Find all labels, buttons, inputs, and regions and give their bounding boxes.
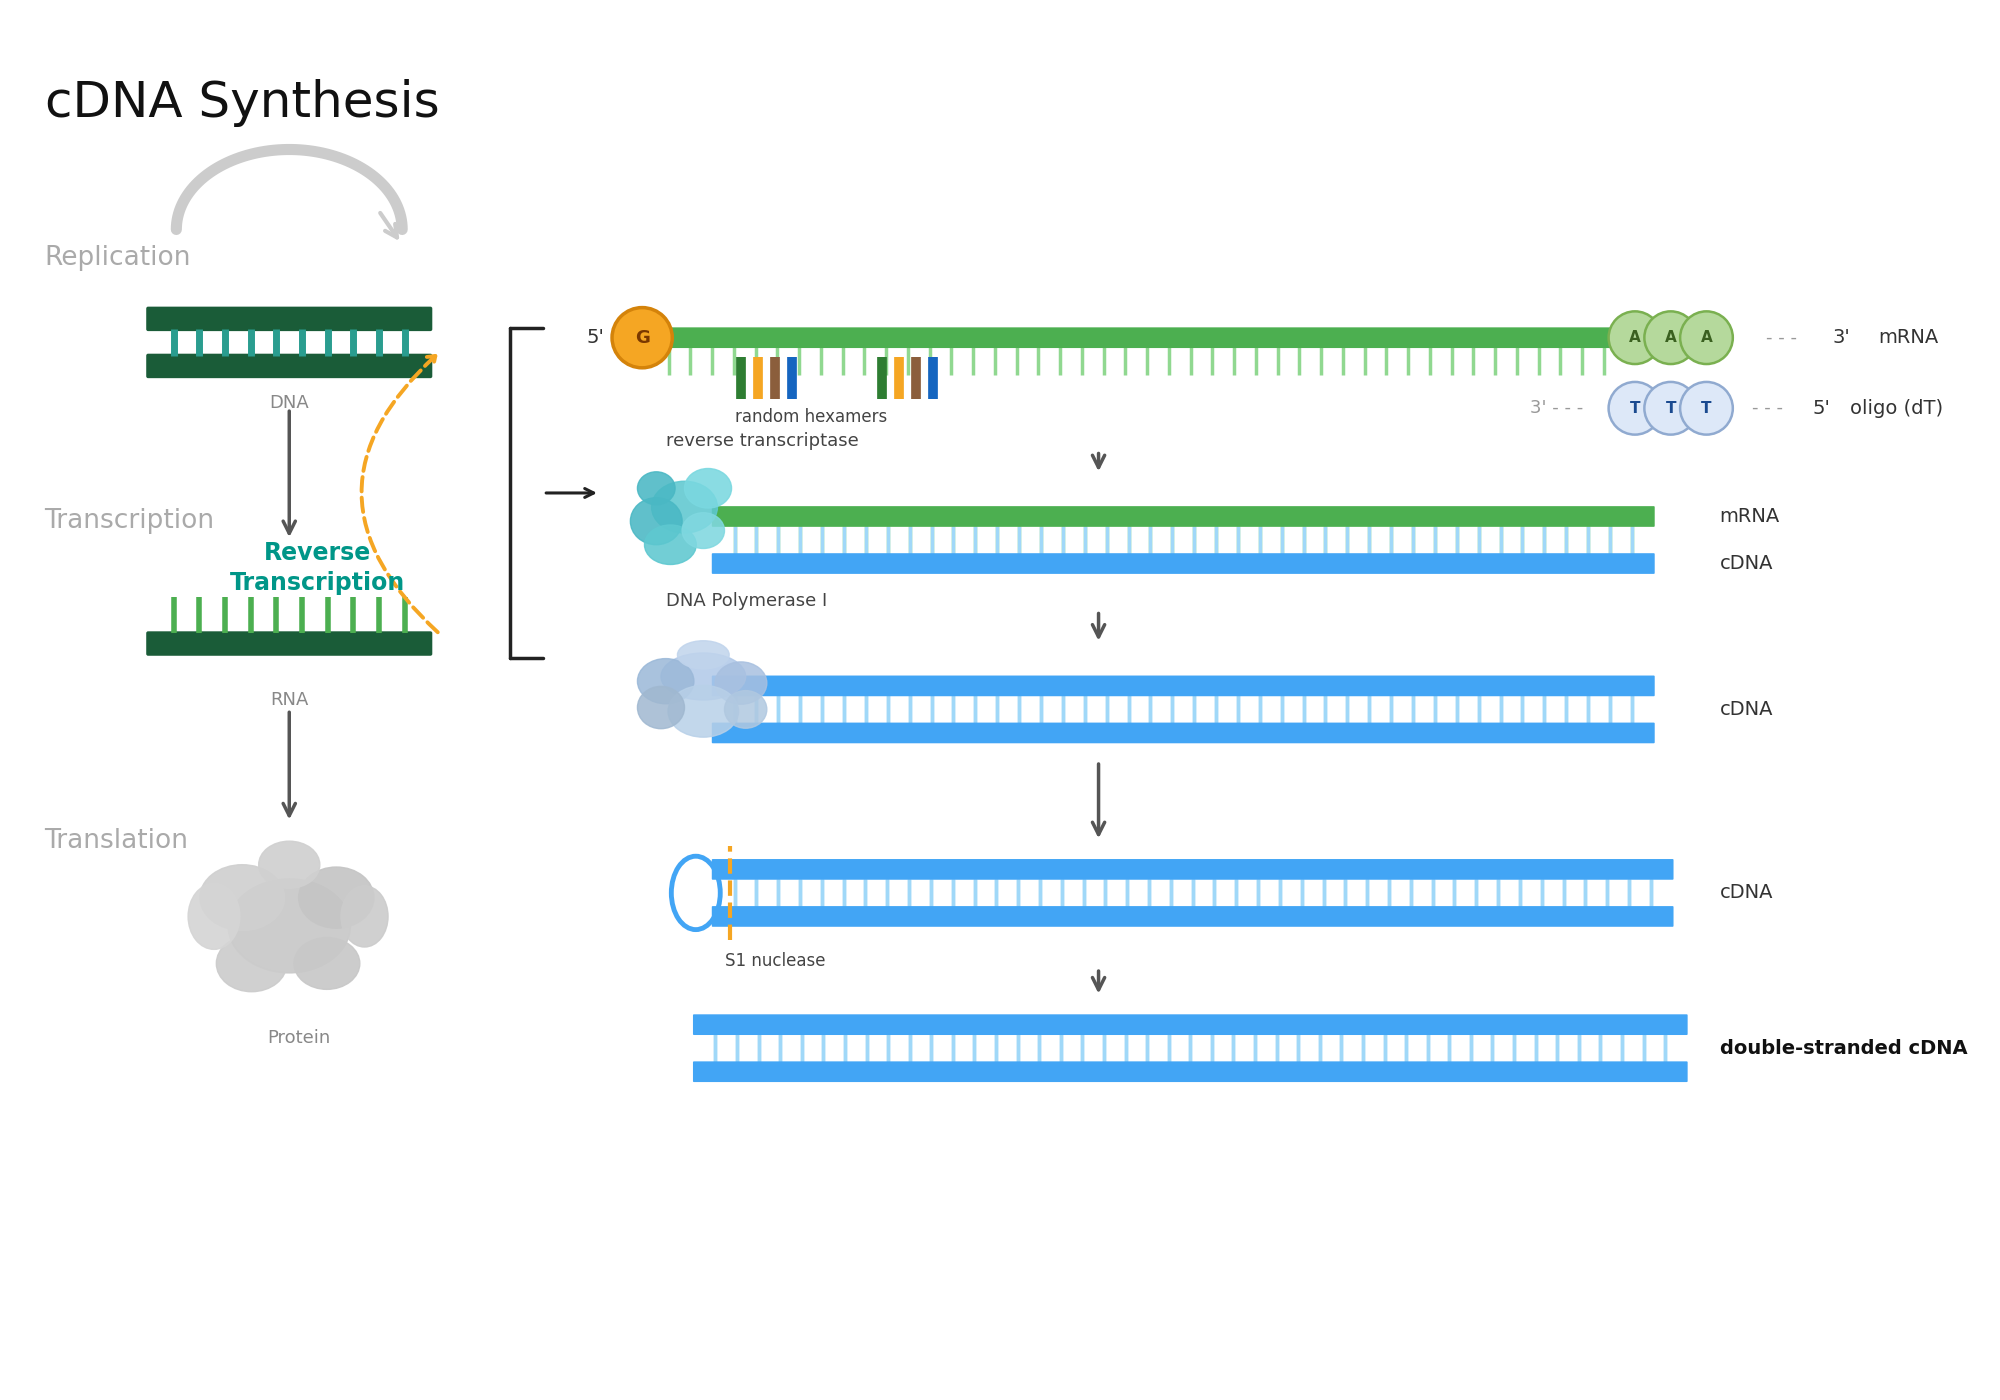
- FancyBboxPatch shape: [692, 1015, 1688, 1035]
- FancyBboxPatch shape: [146, 631, 432, 655]
- Circle shape: [1644, 382, 1698, 434]
- FancyBboxPatch shape: [712, 553, 1654, 574]
- Ellipse shape: [644, 525, 696, 564]
- Ellipse shape: [660, 652, 746, 700]
- Ellipse shape: [638, 658, 694, 704]
- Text: T: T: [1702, 400, 1712, 416]
- Circle shape: [1608, 382, 1662, 434]
- Text: reverse transcriptase: reverse transcriptase: [666, 433, 858, 451]
- Ellipse shape: [188, 883, 240, 949]
- Ellipse shape: [294, 938, 360, 990]
- Text: double-stranded cDNA: double-stranded cDNA: [1720, 1039, 1968, 1057]
- Ellipse shape: [716, 662, 766, 704]
- Text: cDNA: cDNA: [1720, 554, 1774, 573]
- FancyBboxPatch shape: [692, 1061, 1688, 1082]
- Ellipse shape: [678, 641, 730, 669]
- Text: A: A: [1630, 330, 1640, 346]
- Text: 5': 5': [586, 328, 604, 347]
- FancyBboxPatch shape: [712, 860, 1674, 879]
- Text: S1 nuclease: S1 nuclease: [724, 952, 826, 970]
- Text: Replication: Replication: [44, 245, 192, 270]
- Ellipse shape: [652, 482, 718, 533]
- Text: T: T: [1666, 400, 1676, 416]
- Text: T: T: [1630, 400, 1640, 416]
- Ellipse shape: [684, 469, 732, 508]
- Text: cDNA: cDNA: [1720, 883, 1774, 903]
- Ellipse shape: [200, 865, 284, 931]
- Ellipse shape: [638, 472, 676, 505]
- FancyBboxPatch shape: [146, 354, 432, 378]
- Circle shape: [1680, 311, 1732, 364]
- Text: - - -: - - -: [1752, 399, 1782, 417]
- Text: A: A: [1664, 330, 1676, 346]
- Ellipse shape: [342, 886, 388, 946]
- Ellipse shape: [258, 841, 320, 888]
- Text: A: A: [1700, 330, 1712, 346]
- Text: 5': 5': [1812, 399, 1830, 417]
- FancyBboxPatch shape: [712, 507, 1654, 526]
- Ellipse shape: [682, 512, 724, 549]
- Circle shape: [612, 308, 672, 368]
- Text: DNA: DNA: [270, 395, 310, 412]
- Text: cDNA Synthesis: cDNA Synthesis: [44, 78, 440, 127]
- Circle shape: [1644, 311, 1698, 364]
- Ellipse shape: [630, 497, 682, 545]
- Text: oligo (dT): oligo (dT): [1850, 399, 1944, 417]
- FancyBboxPatch shape: [646, 328, 1626, 349]
- Text: Translation: Translation: [44, 829, 188, 854]
- Text: - - -: - - -: [1766, 329, 1796, 347]
- Text: 3' - - -: 3' - - -: [1530, 399, 1584, 417]
- Ellipse shape: [228, 879, 350, 973]
- Text: 3': 3': [1832, 328, 1850, 347]
- Ellipse shape: [724, 690, 766, 728]
- Text: mRNA: mRNA: [1720, 507, 1780, 526]
- Text: Reverse
Transcription: Reverse Transcription: [230, 542, 406, 595]
- Text: Protein: Protein: [268, 1029, 330, 1047]
- Ellipse shape: [638, 686, 684, 729]
- Ellipse shape: [298, 867, 374, 928]
- Text: Transcription: Transcription: [44, 508, 214, 535]
- FancyBboxPatch shape: [712, 722, 1654, 743]
- FancyBboxPatch shape: [712, 906, 1674, 927]
- Ellipse shape: [668, 686, 738, 738]
- Text: RNA: RNA: [270, 690, 308, 708]
- Ellipse shape: [216, 935, 286, 991]
- Text: random hexamers: random hexamers: [736, 409, 888, 426]
- Circle shape: [1608, 311, 1662, 364]
- Text: mRNA: mRNA: [1878, 328, 1938, 347]
- FancyBboxPatch shape: [712, 676, 1654, 696]
- Text: G: G: [634, 329, 650, 347]
- FancyArrowPatch shape: [362, 356, 438, 633]
- Circle shape: [1680, 382, 1732, 434]
- Text: cDNA: cDNA: [1720, 700, 1774, 720]
- Text: DNA Polymerase I: DNA Polymerase I: [666, 592, 826, 610]
- FancyBboxPatch shape: [146, 307, 432, 332]
